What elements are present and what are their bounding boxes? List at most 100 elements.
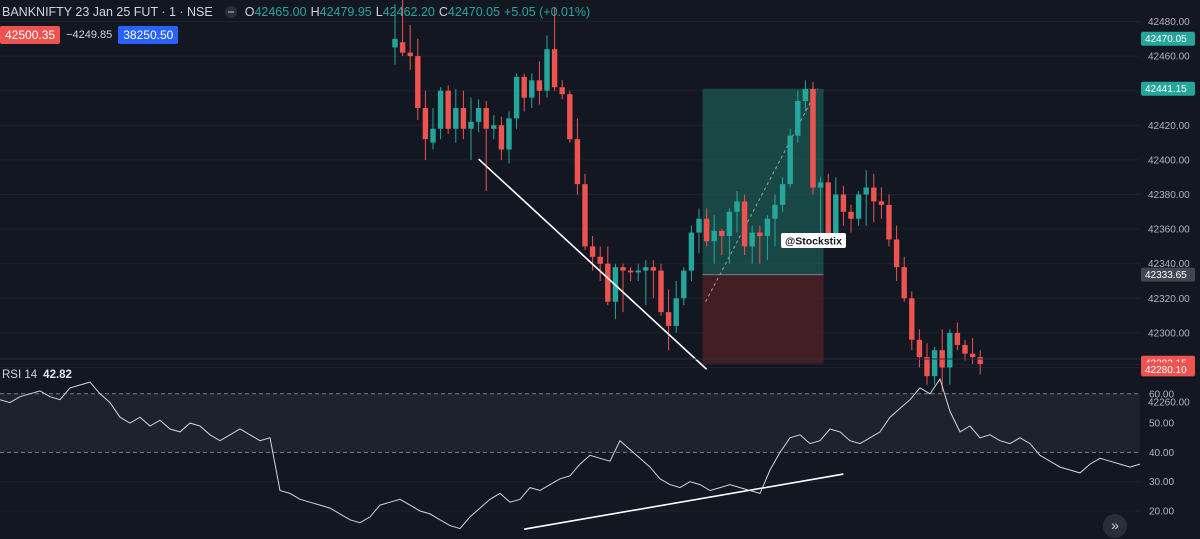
price-label-text: 42441.15: [1145, 84, 1187, 95]
candle: [536, 61, 543, 105]
candle-body: [833, 194, 839, 237]
candle-body: [681, 270, 687, 299]
scroll-to-realtime-button[interactable]: »: [1103, 514, 1127, 538]
candle-body: [574, 139, 581, 185]
rsi-trendline[interactable]: [524, 473, 844, 530]
price-label-text: 42470.05: [1145, 34, 1187, 45]
candle-body: [665, 312, 672, 326]
rsi-tick-label: 20.00: [1149, 507, 1174, 518]
candle-body: [916, 339, 923, 358]
candle-body: [589, 246, 596, 257]
candle-body: [855, 194, 862, 219]
rsi-tick-label: 60.00: [1149, 389, 1174, 400]
close-value: 42470.05: [447, 5, 501, 19]
rsi-tick-label: 50.00: [1149, 419, 1174, 430]
candle-body: [871, 187, 877, 202]
trendlines: [478, 158, 844, 530]
candle: [810, 82, 816, 195]
rsi-pane: [0, 377, 1141, 530]
candle: [741, 194, 748, 256]
candle: [855, 191, 862, 226]
price-label: 42333.65: [1141, 267, 1195, 282]
candle-body: [901, 267, 907, 299]
candle-body: [627, 270, 634, 273]
candle-body: [787, 135, 793, 185]
candle-body: [483, 108, 489, 129]
price-tick-label: 42460.00: [1148, 52, 1190, 63]
candle-body: [734, 201, 740, 212]
candle: [757, 225, 763, 264]
candle-body: [567, 94, 573, 140]
candle: [681, 267, 687, 306]
stop-zone[interactable]: [702, 274, 824, 364]
low-value: 42462.20: [382, 5, 435, 19]
candle-body: [863, 187, 869, 195]
candle-body: [536, 80, 543, 91]
high-value: 42479.95: [319, 5, 372, 19]
price-tick-label: 42420.00: [1148, 121, 1190, 132]
price-trendline[interactable]: [478, 158, 708, 370]
candle-body: [650, 267, 657, 271]
candle-body: [954, 332, 961, 346]
candle: [529, 73, 535, 108]
candle-body: [468, 121, 474, 129]
price-tick-label: 42360.00: [1148, 225, 1190, 236]
price-label-text: 42333.65: [1145, 270, 1187, 281]
candle: [764, 215, 771, 261]
candle: [665, 289, 672, 351]
candle-body: [453, 108, 459, 129]
candle-body: [719, 230, 725, 237]
price-tick-label: 42260.00: [1148, 398, 1190, 409]
price-label-bg: [1141, 31, 1195, 46]
rsi-band: [0, 393, 1140, 453]
candle-body: [498, 125, 505, 150]
sell-button[interactable]: 42500.35: [0, 26, 61, 44]
candle: [802, 80, 809, 112]
candle-body: [848, 211, 854, 219]
candle-body: [886, 204, 892, 240]
candle-body: [977, 357, 983, 365]
candle: [643, 260, 649, 306]
price-label-text: 42280.10: [1145, 365, 1187, 376]
candle-body: [696, 218, 702, 233]
candle-body: [551, 49, 558, 88]
candle: [977, 350, 983, 375]
candle: [650, 260, 657, 299]
candle: [521, 73, 527, 112]
rsi-line[interactable]: [0, 377, 1141, 530]
candle: [582, 173, 588, 250]
candle-body: [491, 125, 497, 129]
candle-body: [924, 357, 930, 377]
candle: [491, 114, 497, 140]
candle-body: [893, 239, 900, 268]
price-label: 42280.10: [1141, 362, 1195, 377]
candle: [612, 263, 619, 320]
candle: [916, 329, 923, 368]
candle: [795, 90, 801, 143]
candle-body: [825, 182, 831, 237]
collapse-icon[interactable]: [224, 6, 237, 18]
candle: [498, 116, 505, 160]
candle: [574, 118, 581, 195]
trade-panel: 42500.35 −4249.85 38250.50: [0, 26, 179, 44]
price-tick-label: 42320.00: [1148, 294, 1190, 305]
candle-body: [764, 218, 771, 237]
candle: [779, 177, 786, 212]
candle-body: [757, 232, 763, 237]
candle: [445, 85, 451, 134]
candle: [658, 263, 664, 316]
price-axis: 42480.0042460.0042440.0042420.0042400.00…: [1140, 0, 1200, 539]
symbol-label[interactable]: BANKNIFTY 23 Jan 25 FUT · 1 · NSE: [2, 5, 213, 19]
candle-body: [711, 230, 717, 242]
watermark-text: @Stockstix: [785, 236, 842, 248]
candle-body: [445, 90, 451, 129]
rsi-legend[interactable]: RSI 14 42.82: [2, 369, 72, 381]
buy-button[interactable]: 38250.50: [118, 26, 179, 44]
candle-body: [658, 270, 664, 313]
candle: [460, 90, 467, 140]
rsi-tick-label: 40.00: [1149, 448, 1174, 459]
price-tick-label: 42400.00: [1148, 155, 1190, 166]
low-label: L: [375, 5, 383, 19]
candle: [468, 97, 474, 160]
